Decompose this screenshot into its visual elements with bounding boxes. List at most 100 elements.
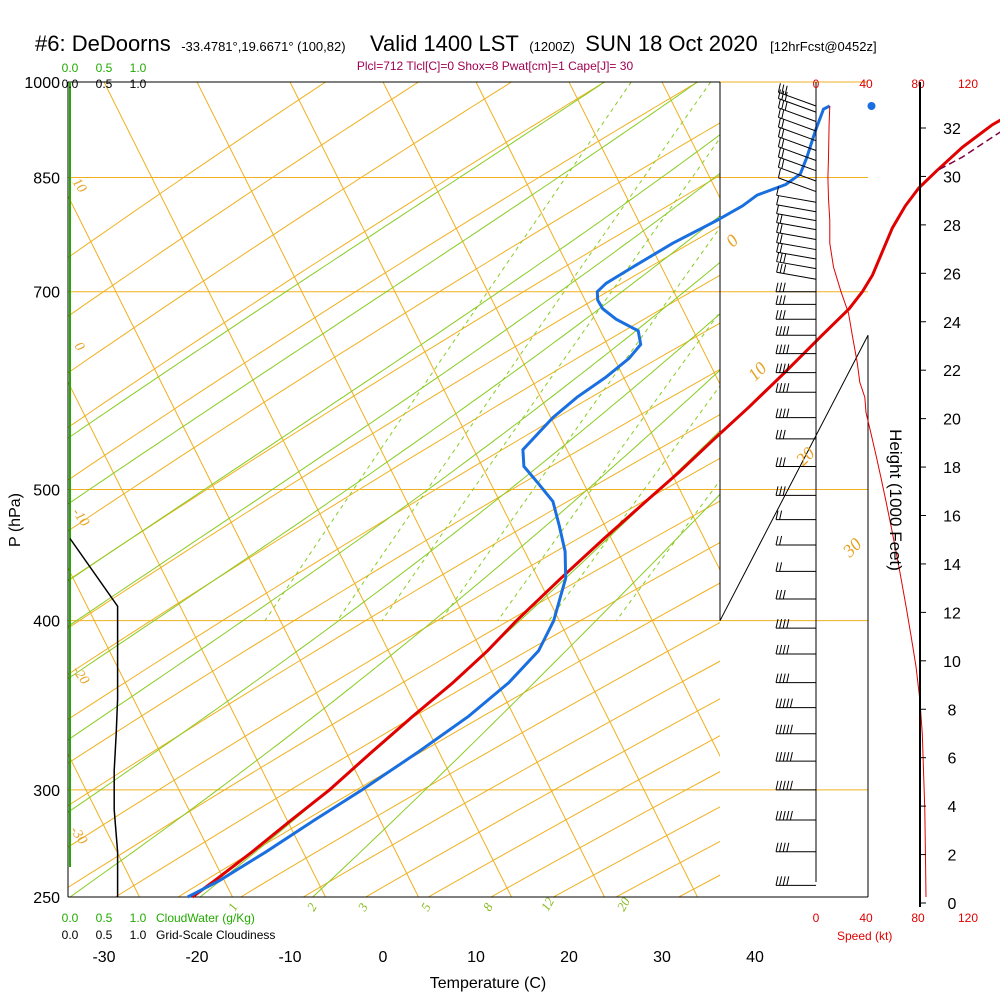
wind-barb-flag — [786, 698, 790, 708]
wind-barb-shaft — [778, 156, 817, 172]
temperature-tick-label: -30 — [92, 949, 115, 966]
wind-barb — [775, 282, 816, 293]
wind-barb-flag — [782, 644, 786, 655]
wind-barb — [776, 263, 817, 280]
wind-barb-flag — [779, 310, 783, 320]
wind-barb — [775, 429, 816, 440]
wind-barb-shaft — [778, 98, 817, 113]
cloudwater-tick-bottom: 0.5 — [96, 911, 113, 925]
wind-barb — [777, 89, 817, 113]
wind-barb-flag — [782, 780, 786, 790]
isotherm-line — [103, 82, 512, 897]
temperature-tick-label: 20 — [560, 949, 578, 966]
temperature-tick-label: -10 — [278, 949, 301, 966]
wind-barb-flag — [781, 128, 785, 139]
height-tick-label: 10 — [943, 654, 961, 671]
wind-barb-flag — [779, 876, 783, 886]
mixing-ratio-line — [548, 384, 720, 621]
wind-barb-shaft — [778, 126, 817, 142]
wind-barb-flag — [775, 383, 779, 393]
title-valid: Valid 1400 LST — [370, 31, 519, 56]
height-tick-label: 12 — [943, 605, 961, 622]
title-z: (1200Z) — [529, 39, 575, 54]
wind-barb-flag — [782, 408, 786, 418]
wind-barb — [777, 117, 817, 142]
temperature-profile — [191, 118, 1000, 899]
wind-barb-flag — [777, 83, 781, 93]
speed-tick-top: 0 — [813, 77, 820, 91]
wind-barb-flag — [779, 253, 783, 263]
wind-barb — [777, 83, 817, 107]
wind-barb — [775, 486, 816, 496]
wind-barb — [777, 158, 817, 182]
moist-adiabat — [68, 134, 720, 582]
wind-barb-flag — [781, 149, 785, 159]
wind-barb-flag — [779, 752, 783, 762]
wind-barb-flag — [781, 84, 785, 94]
wind-barb-flag — [782, 842, 786, 852]
wind-barb — [775, 363, 816, 374]
wind-barb-shaft — [778, 136, 817, 151]
wind-barb-flag — [782, 486, 786, 496]
wind-barb-shaft — [778, 107, 817, 122]
temperature-tick-label: 0 — [379, 949, 388, 966]
height-tick-label: 26 — [943, 266, 961, 283]
wind-barb-shaft — [776, 242, 817, 251]
wind-barb — [775, 310, 816, 320]
height-tick-label: 22 — [943, 363, 961, 380]
height-tick-label: 8 — [948, 702, 957, 719]
wind-barb — [775, 562, 816, 572]
wind-barb — [777, 168, 817, 193]
wind-barb — [775, 589, 816, 600]
height-tick-label: 20 — [943, 412, 961, 429]
wind-barbs — [775, 82, 817, 886]
wind-barb-flag — [782, 589, 786, 600]
wind-barb-flag — [786, 780, 790, 790]
height-tick-label: 24 — [943, 315, 961, 332]
wind-barb-flag — [789, 698, 793, 708]
wind-barb-flag — [779, 344, 783, 354]
wind-barb-flag — [784, 85, 788, 95]
cloudiness-profile — [69, 82, 119, 897]
isotherm-line — [475, 82, 720, 572]
speed-tick-top: 80 — [911, 77, 925, 91]
mixing-ratio-line — [264, 82, 632, 621]
wind-barb-flag — [786, 752, 790, 762]
dewpoint-profile — [187, 104, 831, 899]
cloudwater-label: CloudWater (g/Kg) — [156, 911, 255, 925]
temperature-tick-label: 40 — [746, 949, 764, 966]
wind-barb-flag — [783, 253, 787, 264]
dry-adiabat — [115, 541, 720, 897]
height-tick-label: 16 — [943, 509, 961, 526]
wind-barb-flag — [782, 618, 786, 629]
wind-barb-flag — [782, 310, 786, 320]
wind-barb-flag — [775, 752, 779, 762]
moist-adiabat — [312, 493, 720, 897]
moist-adiabat — [68, 215, 720, 680]
height-tick-label: 18 — [943, 460, 961, 477]
wind-barb-flag — [779, 510, 783, 520]
wind-barb-flag — [782, 344, 786, 354]
dry-adiabat — [240, 621, 720, 897]
wind-barb — [776, 233, 817, 251]
wind-barb-flag — [786, 326, 790, 336]
wind-barb-flag — [789, 724, 793, 734]
wind-barb-flag — [779, 842, 783, 852]
isotherm-line — [289, 82, 698, 897]
wind-barb-flag — [779, 535, 783, 546]
wind-barb — [775, 457, 816, 467]
moist-adiabat — [68, 261, 720, 741]
title-fcst: [12hrFcst@0452z] — [770, 39, 876, 54]
speed-tick-bottom: 0 — [813, 911, 820, 925]
pressure-tick-label: 700 — [33, 285, 60, 302]
cloudiness-tick-top: 0.0 — [62, 77, 79, 91]
wind-barb-shaft — [776, 232, 817, 240]
plot-frame — [67, 81, 869, 898]
cloudiness-line — [69, 538, 119, 897]
wind-barb-flag — [781, 119, 785, 129]
wind-barb — [775, 876, 816, 886]
wind-barb-flag — [779, 383, 783, 393]
wind-barb-shaft — [776, 194, 817, 203]
wind-barb-shaft — [776, 251, 817, 260]
wind-barb-flag — [777, 89, 781, 99]
